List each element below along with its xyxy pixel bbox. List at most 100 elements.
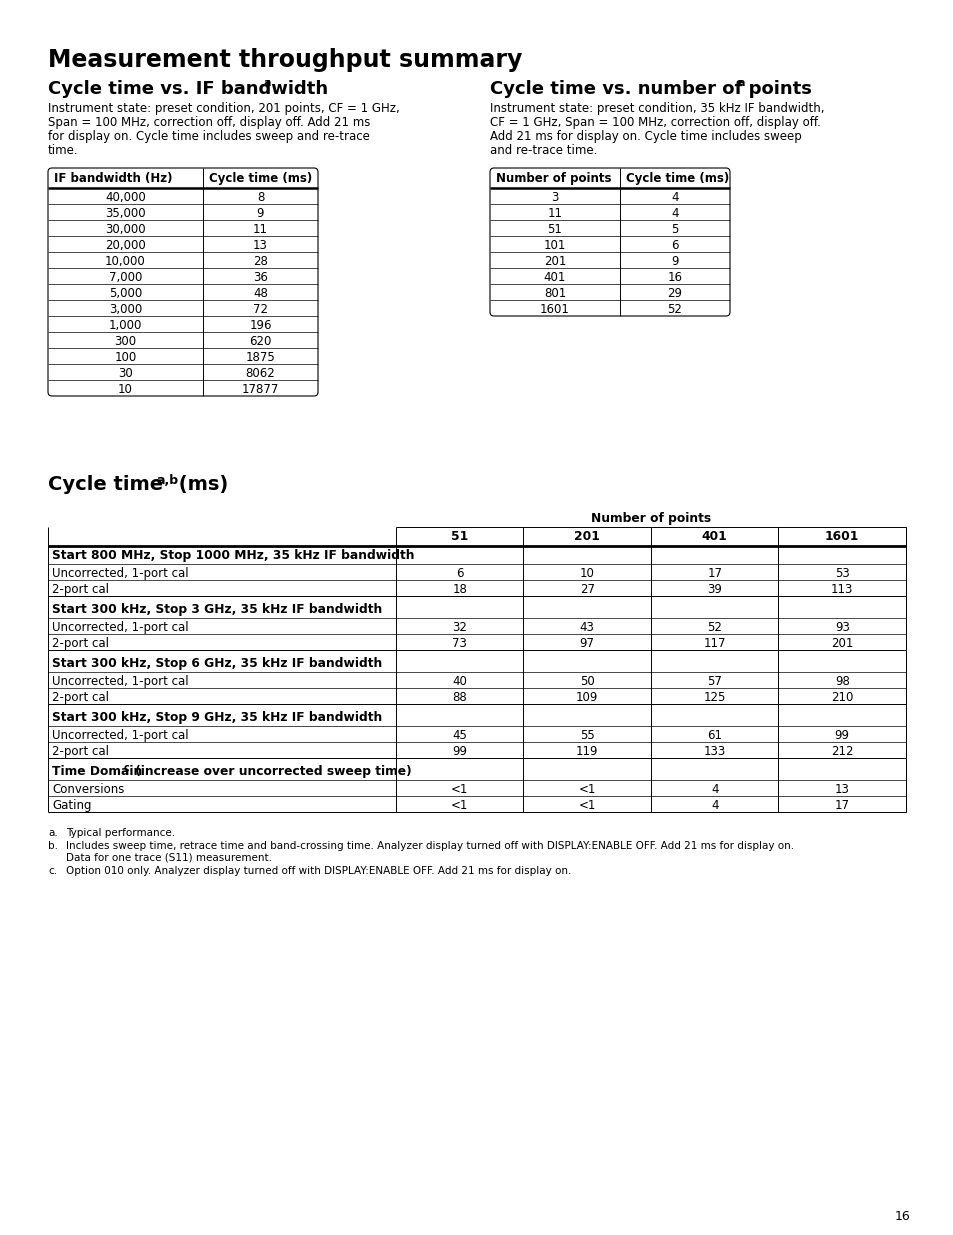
Text: a: a [264, 78, 272, 88]
Text: 29: 29 [667, 287, 681, 300]
Text: Gating: Gating [52, 799, 91, 811]
Text: Measurement throughput summary: Measurement throughput summary [48, 48, 522, 72]
Text: 35,000: 35,000 [105, 207, 146, 220]
Text: 52: 52 [667, 303, 681, 316]
Text: Add 21 ms for display on. Cycle time includes sweep: Add 21 ms for display on. Cycle time inc… [490, 130, 801, 143]
Text: 4: 4 [671, 191, 678, 204]
Text: 300: 300 [114, 335, 136, 348]
Text: Start 800 MHz, Stop 1000 MHz, 35 kHz IF bandwidth: Start 800 MHz, Stop 1000 MHz, 35 kHz IF … [52, 550, 414, 562]
Text: 51: 51 [547, 224, 562, 236]
Text: Cycle time vs. number of points: Cycle time vs. number of points [490, 80, 811, 98]
Text: 201: 201 [830, 637, 853, 650]
Text: c.: c. [48, 866, 57, 876]
Text: 93: 93 [834, 621, 849, 634]
Text: 39: 39 [706, 583, 721, 597]
Text: 30: 30 [118, 367, 132, 380]
Text: Number of points: Number of points [590, 513, 710, 525]
Text: 88: 88 [452, 692, 467, 704]
Text: 18: 18 [452, 583, 467, 597]
Text: and re-trace time.: and re-trace time. [490, 144, 597, 157]
Text: 16: 16 [667, 270, 681, 284]
Text: CF = 1 GHz, Span = 100 MHz, correction off, display off.: CF = 1 GHz, Span = 100 MHz, correction o… [490, 116, 820, 128]
Text: 8: 8 [256, 191, 264, 204]
Text: 51: 51 [451, 530, 468, 543]
Text: 9: 9 [256, 207, 264, 220]
Text: 17877: 17877 [241, 383, 279, 396]
Text: 20,000: 20,000 [105, 240, 146, 252]
Text: Number of points: Number of points [496, 172, 611, 185]
Text: 2-port cal: 2-port cal [52, 637, 109, 650]
Text: 119: 119 [576, 745, 598, 758]
Text: (increase over uncorrected sweep time): (increase over uncorrected sweep time) [131, 764, 411, 778]
Text: 97: 97 [579, 637, 594, 650]
Text: Conversions: Conversions [52, 783, 124, 797]
Text: 3: 3 [551, 191, 558, 204]
Text: 17: 17 [706, 567, 721, 580]
Text: 61: 61 [706, 729, 721, 742]
Text: 52: 52 [706, 621, 721, 634]
Text: 45: 45 [452, 729, 467, 742]
Text: 5: 5 [671, 224, 678, 236]
Text: c: c [124, 763, 130, 773]
Text: 212: 212 [830, 745, 853, 758]
Text: 4: 4 [710, 783, 718, 797]
Text: Data for one trace (S11) measurement.: Data for one trace (S11) measurement. [66, 853, 272, 863]
Text: 2-port cal: 2-port cal [52, 692, 109, 704]
Text: Span = 100 MHz, correction off, display off. Add 21 ms: Span = 100 MHz, correction off, display … [48, 116, 370, 128]
Text: 201: 201 [543, 254, 565, 268]
Text: 57: 57 [706, 676, 721, 688]
Text: 6: 6 [671, 240, 678, 252]
Text: 11: 11 [547, 207, 562, 220]
Text: 101: 101 [543, 240, 565, 252]
Text: 99: 99 [452, 745, 467, 758]
Text: 7,000: 7,000 [109, 270, 142, 284]
Text: 27: 27 [579, 583, 594, 597]
Text: 73: 73 [452, 637, 467, 650]
Text: 11: 11 [253, 224, 268, 236]
Text: Cycle time vs. IF bandwidth: Cycle time vs. IF bandwidth [48, 80, 328, 98]
Text: 5,000: 5,000 [109, 287, 142, 300]
Text: 2-port cal: 2-port cal [52, 583, 109, 597]
Text: Instrument state: preset condition, 35 kHz IF bandwidth,: Instrument state: preset condition, 35 k… [490, 103, 823, 115]
Text: 117: 117 [702, 637, 725, 650]
Text: Cycle time: Cycle time [48, 475, 170, 494]
Text: 13: 13 [253, 240, 268, 252]
Text: 401: 401 [701, 530, 727, 543]
Text: IF bandwidth (Hz): IF bandwidth (Hz) [54, 172, 172, 185]
Text: 1601: 1601 [539, 303, 569, 316]
Text: 32: 32 [452, 621, 467, 634]
Text: 55: 55 [579, 729, 594, 742]
Text: 9: 9 [671, 254, 678, 268]
Text: 1,000: 1,000 [109, 319, 142, 332]
Text: <1: <1 [578, 783, 596, 797]
Text: 8062: 8062 [245, 367, 275, 380]
Text: 113: 113 [830, 583, 853, 597]
Text: 3,000: 3,000 [109, 303, 142, 316]
Text: Instrument state: preset condition, 201 points, CF = 1 GHz,: Instrument state: preset condition, 201 … [48, 103, 399, 115]
Text: 43: 43 [579, 621, 594, 634]
Text: 210: 210 [830, 692, 853, 704]
Text: Cycle time (ms): Cycle time (ms) [209, 172, 312, 185]
Text: 6: 6 [456, 567, 463, 580]
Text: 133: 133 [703, 745, 725, 758]
Text: 201: 201 [574, 530, 599, 543]
Text: <1: <1 [578, 799, 596, 811]
Text: 125: 125 [702, 692, 725, 704]
Text: (ms): (ms) [172, 475, 228, 494]
Text: 17: 17 [834, 799, 849, 811]
Text: 40,000: 40,000 [105, 191, 146, 204]
Text: Uncorrected, 1-port cal: Uncorrected, 1-port cal [52, 729, 189, 742]
Text: 48: 48 [253, 287, 268, 300]
Text: 40: 40 [452, 676, 467, 688]
Text: <1: <1 [451, 799, 468, 811]
Text: <1: <1 [451, 783, 468, 797]
Text: 99: 99 [834, 729, 849, 742]
Text: Start 300 kHz, Stop 3 GHz, 35 kHz IF bandwidth: Start 300 kHz, Stop 3 GHz, 35 kHz IF ban… [52, 603, 382, 616]
Text: Start 300 kHz, Stop 6 GHz, 35 kHz IF bandwidth: Start 300 kHz, Stop 6 GHz, 35 kHz IF ban… [52, 657, 382, 671]
Text: 620: 620 [249, 335, 272, 348]
Text: 801: 801 [543, 287, 565, 300]
Text: 30,000: 30,000 [105, 224, 146, 236]
Text: 53: 53 [834, 567, 849, 580]
Text: Start 300 kHz, Stop 9 GHz, 35 kHz IF bandwidth: Start 300 kHz, Stop 9 GHz, 35 kHz IF ban… [52, 711, 382, 724]
Text: 109: 109 [576, 692, 598, 704]
